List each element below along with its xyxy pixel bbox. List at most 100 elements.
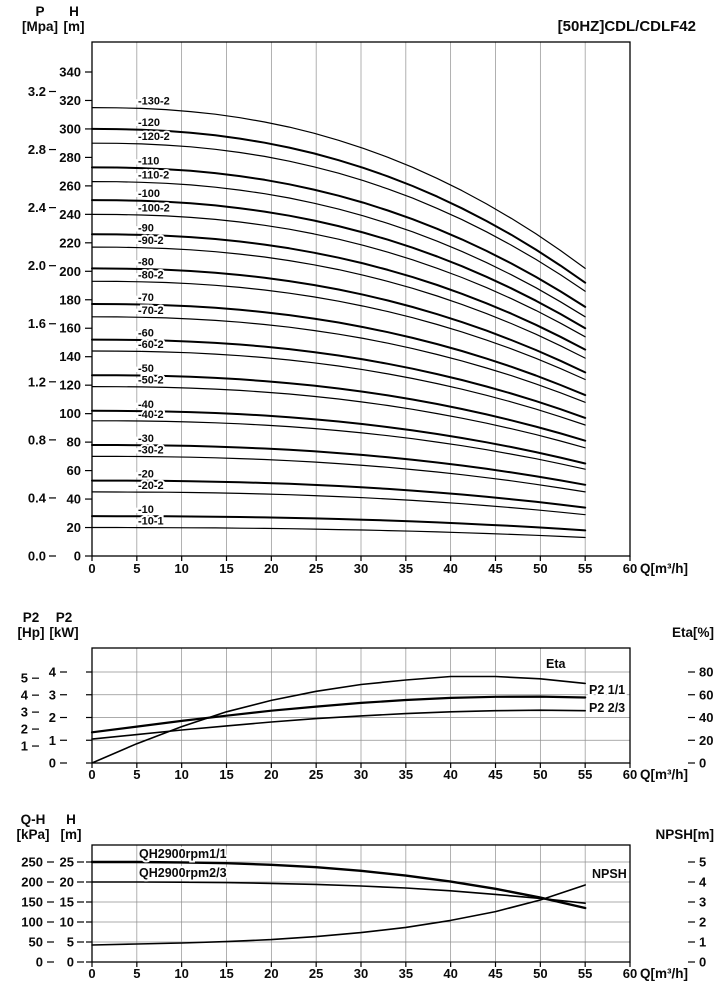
npsh-tick-label: 5 (699, 855, 706, 870)
series-Eta (91, 675, 586, 764)
kpa-tick-label: 150 (21, 895, 43, 910)
head-axis-unit: [m] (64, 19, 85, 34)
curve-label: -60-2 (138, 339, 164, 351)
pressure-axis-name: P (35, 4, 44, 19)
h-tick-label: 280 (59, 150, 81, 165)
series-label: NPSH (592, 867, 627, 881)
curve-100-2 (91, 213, 586, 338)
curve-80-2 (91, 280, 586, 381)
x-tick-label: 35 (399, 561, 413, 576)
curve-label: -20-2 (138, 480, 164, 492)
curve-label: -90 (138, 222, 154, 234)
p-tick-label: 3.2 (28, 84, 46, 99)
h-tick-label: 80 (67, 435, 81, 450)
head-axis-name: H (69, 4, 79, 19)
eta-tick-label: 0 (699, 756, 706, 771)
kw-tick-label: 2 (49, 710, 56, 725)
h-tick-label: 180 (59, 292, 81, 307)
npsh-tick-label: 1 (699, 935, 706, 950)
h-tick-label: 240 (59, 207, 81, 222)
x-tick-label: 40 (443, 561, 457, 576)
h-tick-label: 300 (59, 121, 81, 136)
kpa-tick-label: 50 (29, 935, 43, 950)
x-tick-label: 35 (399, 966, 413, 981)
curve-label: -120-2 (138, 131, 170, 143)
curve-50-2 (91, 386, 586, 449)
x-tick-label: 60 (623, 767, 637, 782)
curve-20 (91, 479, 587, 509)
curve-130-2 (91, 107, 586, 269)
curve-30-2 (91, 455, 586, 493)
curve-50 (91, 374, 587, 442)
flow-axis-unit-2: Q[m³/h] (640, 767, 688, 782)
hp-tick-label: 5 (21, 671, 28, 686)
curve-110-2 (91, 181, 586, 318)
series-NPSH (91, 884, 586, 946)
x-tick-label: 55 (578, 966, 592, 981)
curve-label: -50 (138, 363, 154, 375)
x-tick-label: 45 (488, 767, 502, 782)
x-tick-label: 5 (133, 561, 140, 576)
series-P2-2/3 (91, 709, 586, 740)
p-tick-label: 2.0 (28, 258, 46, 273)
x-tick-label: 55 (578, 561, 592, 576)
h-tick-label: 0 (74, 549, 81, 564)
curve-label: -30 (138, 433, 154, 445)
x-tick-label: 50 (533, 767, 547, 782)
series-label: QH2900rpm2/3 (139, 866, 227, 880)
kw-tick-label: 1 (49, 733, 56, 748)
hp-tick-label: 1 (21, 739, 28, 754)
kw-tick-label: 3 (49, 687, 56, 702)
x-tick-label: 10 (174, 966, 188, 981)
series-QH2900rpm1/1 (90, 860, 587, 910)
h-tick-label: 140 (59, 349, 81, 364)
p-tick-label: 1.2 (28, 374, 46, 389)
kpa-tick-label: 100 (21, 915, 43, 930)
flow-axis-unit-1: Q[m³/h] (640, 561, 688, 576)
x-tick-label: 15 (219, 966, 233, 981)
series-label: P2 2/3 (589, 701, 625, 715)
curve-30 (91, 444, 587, 486)
x-tick-label: 20 (264, 561, 278, 576)
h-tick-label: 20 (67, 520, 81, 535)
x-tick-label: 0 (88, 966, 95, 981)
curve-120 (91, 127, 587, 284)
x-tick-label: 60 (623, 561, 637, 576)
x-tick-label: 60 (623, 966, 637, 981)
curve-label: -120 (138, 117, 160, 129)
m-tick-label: 15 (60, 895, 74, 910)
hp-tick-label: 4 (21, 688, 29, 703)
m-tick-label: 20 (60, 875, 74, 890)
h-tick-label: 320 (59, 93, 81, 108)
x-tick-label: 15 (219, 767, 233, 782)
x-tick-label: 50 (533, 966, 547, 981)
curve-label: -50-2 (138, 375, 164, 387)
inletpressure-axis-name: Q-H (21, 812, 46, 827)
curve-70 (91, 303, 587, 397)
x-tick-label: 25 (309, 966, 323, 981)
hp-tick-label: 2 (21, 722, 28, 737)
h-tick-label: 200 (59, 264, 81, 279)
m-tick-label: 5 (67, 935, 74, 950)
x-tick-label: 25 (309, 767, 323, 782)
eta-tick-label: 20 (699, 733, 713, 748)
curve-90 (91, 233, 587, 351)
kpa-tick-label: 0 (36, 955, 43, 970)
h-tick-label: 40 (67, 492, 81, 507)
curve-label: -30-2 (138, 444, 164, 456)
eta-axis-label: Eta[%] (672, 625, 714, 640)
series-P2-1/1 (90, 695, 587, 734)
power-hp-axis-name: P2 (23, 610, 40, 625)
kw-tick-label: 0 (49, 756, 56, 771)
x-tick-label: 30 (354, 561, 368, 576)
chart-title: [50HZ]CDL/CDLF42 (558, 18, 696, 35)
h-tick-label: 60 (67, 463, 81, 478)
h-tick-label: 220 (59, 235, 81, 250)
curve-label: -10 (138, 504, 154, 516)
h-tick-label: 100 (59, 406, 81, 421)
curve-10 (91, 515, 587, 532)
x-tick-label: 20 (264, 767, 278, 782)
curve-label: -40-2 (138, 409, 164, 421)
head-m-axis-unit: [m] (61, 827, 82, 842)
